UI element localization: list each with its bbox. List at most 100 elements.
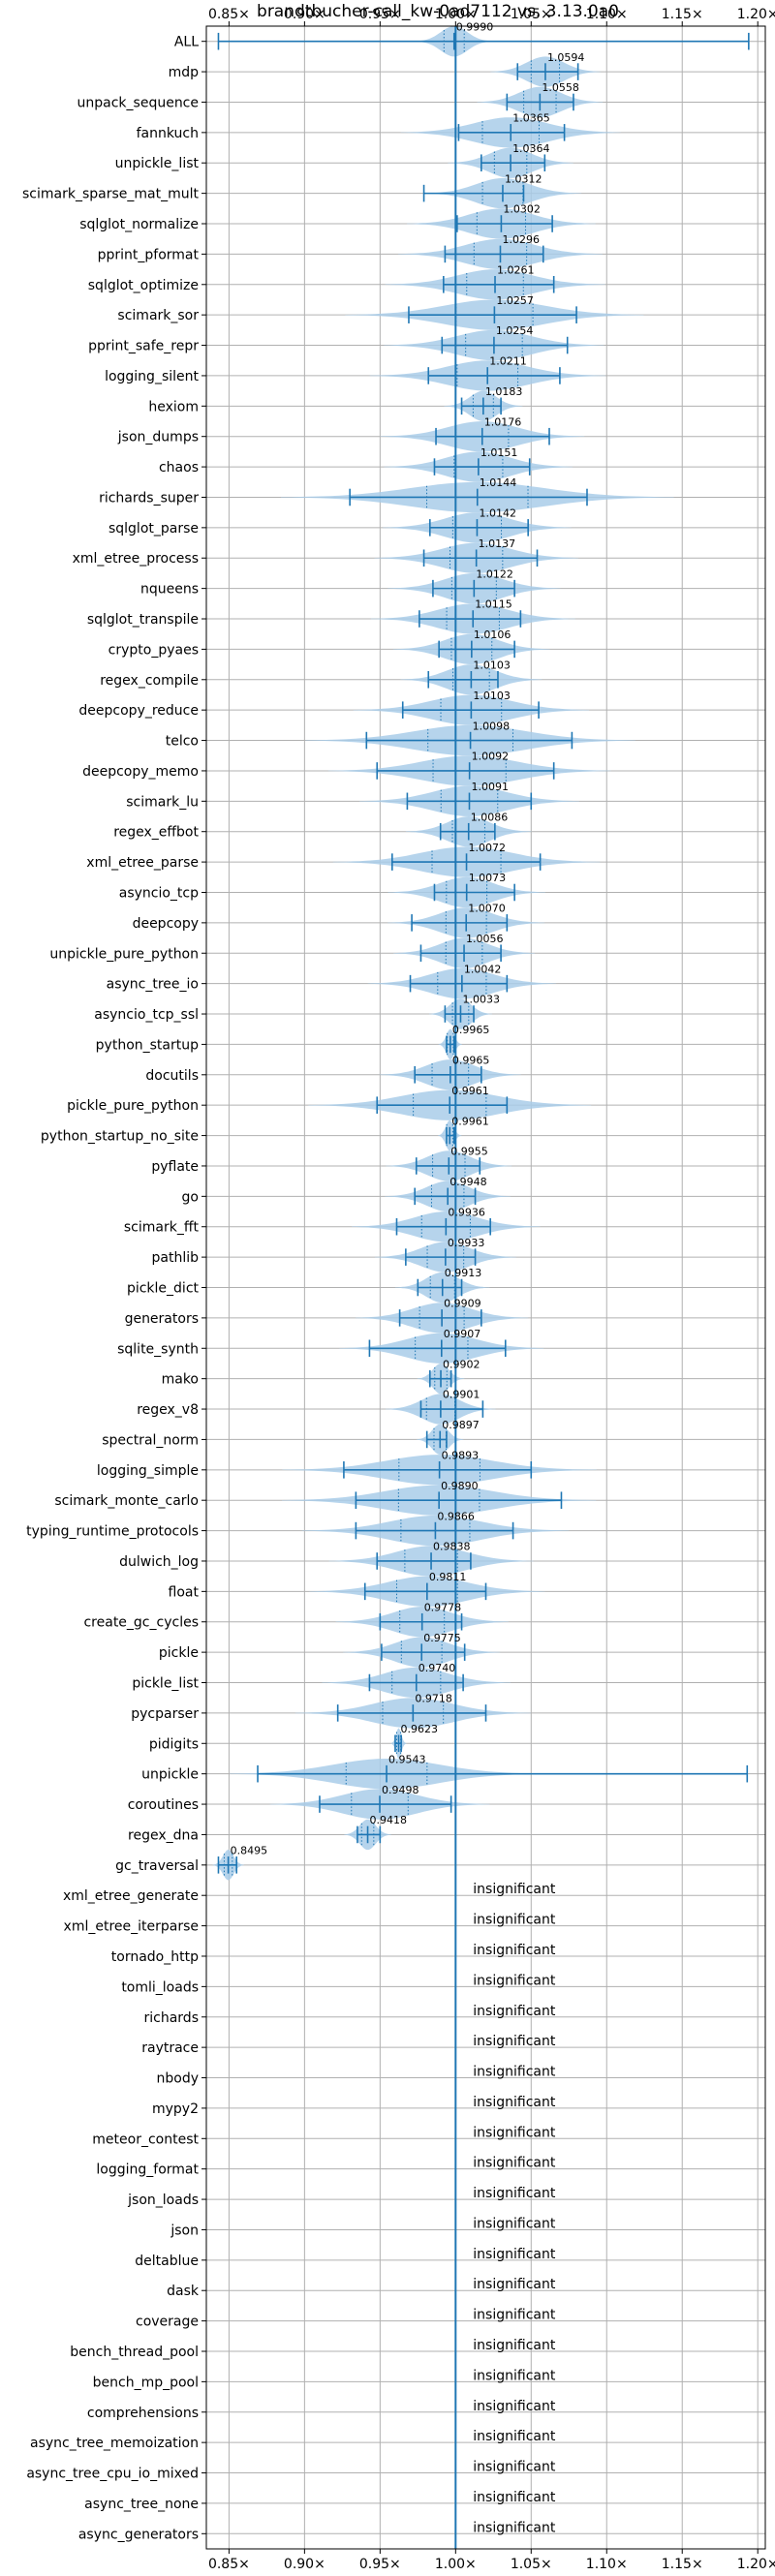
insignificant-label: insignificant: [473, 2186, 556, 2201]
insignificant-label: insignificant: [473, 2308, 556, 2323]
insignificant-label: insignificant: [473, 2490, 556, 2505]
benchmark-label: pprint_pformat: [98, 247, 200, 262]
insignificant-label: insignificant: [473, 1943, 556, 1958]
benchmark-label: crypto_pyaes: [108, 642, 199, 658]
insignificant-label: insignificant: [473, 1973, 556, 1988]
benchmark-label: async_tree_cpu_io_mixed: [26, 2467, 199, 2482]
mean-value-label: 1.0122: [476, 567, 512, 580]
mean-value-label: 1.0142: [479, 507, 516, 520]
benchmark-label: scimark_sor: [117, 308, 199, 323]
benchmark-label: python_startup: [96, 1037, 199, 1053]
benchmark-label: deepcopy: [133, 916, 199, 932]
plot-frame: [205, 25, 766, 2550]
insignificant-label: insignificant: [473, 2065, 556, 2080]
benchmark-label: nqueens: [140, 582, 199, 598]
x-tick-label-top: 0.85×: [208, 7, 250, 22]
mean-value-label: 0.9936: [448, 1206, 485, 1218]
benchmark-label: unpickle_pure_python: [49, 946, 199, 962]
mean-value-label: 1.0042: [464, 963, 502, 975]
benchmark-label: telco: [166, 734, 199, 750]
benchmark-label: hexiom: [148, 399, 199, 414]
benchmark-label: chaos: [159, 460, 199, 475]
benchmark-label: json: [170, 2223, 199, 2238]
mean-value-label: 0.9901: [443, 1389, 480, 1401]
benchmark-label: docutils: [145, 1068, 199, 1084]
benchmark-label: regex_compile: [100, 673, 199, 689]
insignificant-label: insignificant: [473, 2004, 556, 2019]
mean-value-label: 0.9965: [452, 1024, 490, 1036]
benchmark-label: sqlglot_optimize: [88, 278, 199, 293]
benchmark-label: fannkuch: [137, 126, 199, 141]
mean-value-label: 0.9893: [442, 1450, 480, 1462]
benchmark-label: sqlglot_transpile: [87, 612, 199, 628]
benchmark-label: generators: [125, 1311, 199, 1327]
mean-value-label: 0.9990: [456, 20, 494, 33]
benchmark-label: pyflate: [151, 1159, 199, 1175]
benchmark-label: logging_silent: [105, 369, 199, 384]
mean-value-label: 1.0211: [489, 355, 527, 368]
benchmark-label: comprehensions: [87, 2406, 199, 2421]
insignificant-label: insignificant: [473, 2399, 556, 2414]
mean-value-label: 1.0364: [512, 142, 550, 155]
benchmark-label: richards: [144, 2010, 200, 2026]
benchmark-label: async_tree_memoization: [30, 2436, 199, 2451]
x-tick-label-bottom: 1.20×: [737, 2557, 775, 2572]
chart-title: brandtbucher-call_kw-0ad7112 vs. 3.13.0a…: [257, 2, 619, 21]
mean-value-label: 0.9933: [448, 1237, 485, 1249]
mean-value-label: 0.9897: [442, 1419, 480, 1431]
benchmark-label: tornado_http: [111, 1949, 199, 1965]
benchmark-label: regex_dna: [128, 1827, 199, 1843]
mean-value-label: 0.9498: [382, 1784, 419, 1796]
benchmark-label: regex_v8: [137, 1402, 199, 1418]
benchmark-label: pickle_pure_python: [67, 1098, 199, 1114]
insignificant-label: insignificant: [473, 2277, 556, 2292]
x-tick-label-top: 1.10×: [586, 7, 628, 22]
insignificant-label: insignificant: [473, 2429, 556, 2444]
insignificant-label: insignificant: [473, 2034, 556, 2049]
mean-value-label: 0.9866: [437, 1510, 475, 1522]
mean-value-label: 0.9418: [370, 1814, 408, 1826]
mean-value-label: 1.0056: [466, 933, 504, 945]
benchmark-label: coverage: [136, 2315, 199, 2330]
mean-value-label: 0.9838: [433, 1541, 471, 1553]
mean-value-label: 0.9890: [441, 1480, 479, 1492]
mean-value-label: 1.0261: [497, 263, 535, 276]
mean-value-label: 1.0151: [480, 446, 518, 459]
mean-value-label: 1.0103: [473, 690, 511, 702]
benchmark-label: bench_thread_pool: [70, 2345, 199, 2360]
benchmark-label: xml_etree_iterparse: [64, 1919, 199, 1935]
insignificant-label: insignificant: [473, 1913, 556, 1928]
mean-value-label: 1.0115: [475, 598, 512, 611]
x-tick-label-bottom: 1.00×: [435, 2557, 477, 2572]
mean-value-label: 0.9543: [388, 1753, 426, 1765]
benchmark-label: bench_mp_pool: [93, 2375, 199, 2390]
benchmark-label: pathlib: [152, 1250, 200, 1266]
mean-value-label: 0.9948: [450, 1176, 487, 1188]
benchmark-label: pprint_safe_repr: [88, 339, 199, 354]
benchmark-label: dulwich_log: [119, 1554, 199, 1570]
mean-value-label: 0.9778: [424, 1601, 462, 1613]
mean-value-label: 1.0558: [542, 81, 579, 94]
mean-value-label: 0.9961: [451, 1085, 489, 1097]
benchmark-label: mako: [162, 1372, 199, 1388]
benchmark-label: pickle_list: [132, 1676, 199, 1692]
benchmark-label: scimark_monte_carlo: [54, 1493, 199, 1509]
benchmark-label: typing_runtime_protocols: [26, 1524, 199, 1540]
benchmark-label: unpickle: [141, 1767, 199, 1783]
mean-value-label: 1.0254: [496, 324, 534, 337]
mean-value-label: 1.0092: [472, 751, 510, 763]
benchmark-label: pidigits: [149, 1736, 199, 1752]
x-tick-label-bottom: 0.85×: [208, 2557, 250, 2572]
mean-value-label: 0.9907: [444, 1328, 481, 1340]
benchmark-label: pycparser: [131, 1706, 199, 1722]
benchmark-label: gc_traversal: [115, 1858, 199, 1874]
mean-value-label: 1.0086: [471, 811, 509, 823]
benchmark-label: xml_etree_process: [73, 551, 199, 567]
x-tick-label-top: 1.15×: [662, 7, 703, 22]
mean-value-label: 1.0137: [479, 537, 516, 550]
insignificant-label: insignificant: [473, 2247, 556, 2262]
benchmark-label: go: [182, 1189, 199, 1205]
benchmark-label: xml_etree_generate: [63, 1888, 199, 1904]
benchmark-label: async_tree_io: [107, 977, 199, 993]
